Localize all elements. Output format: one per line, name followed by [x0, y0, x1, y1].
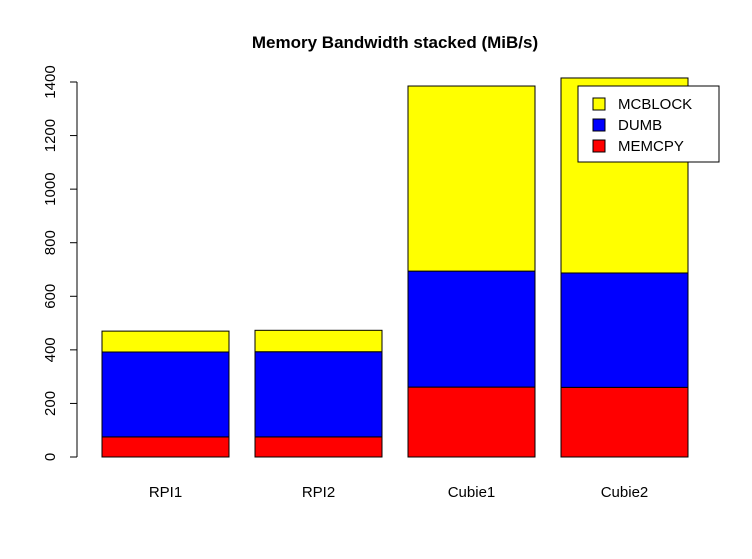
y-tick-label: 1400 — [42, 65, 59, 98]
y-tick-label: 800 — [42, 230, 59, 255]
legend-label: MCBLOCK — [618, 96, 692, 113]
legend-label: MEMCPY — [618, 138, 684, 155]
y-tick-label: 1200 — [42, 119, 59, 152]
y-tick-label: 1000 — [42, 172, 59, 205]
bar-segment — [560, 272, 689, 388]
legend-label: DUMB — [618, 117, 662, 134]
bar-segment — [407, 270, 536, 388]
x-tick-label: Cubie2 — [601, 484, 649, 501]
y-tick-label: 0 — [42, 453, 59, 461]
y-tick-label: 600 — [42, 284, 59, 309]
bar-segment — [101, 351, 230, 438]
y-tick-label: 200 — [42, 391, 59, 416]
chart-title: Memory Bandwidth stacked (MiB/s) — [252, 33, 538, 52]
bar-segment — [101, 330, 230, 353]
x-tick-label: RPI2 — [302, 484, 335, 501]
legend-swatch — [592, 118, 606, 132]
bar-segment — [101, 436, 230, 458]
bar-segment — [560, 386, 689, 458]
x-tick-label: RPI1 — [149, 484, 182, 501]
bar-segment — [407, 85, 536, 272]
bar-segment — [254, 436, 383, 458]
legend-swatch — [592, 139, 606, 153]
legend-swatch — [592, 97, 606, 111]
y-tick-label: 400 — [42, 337, 59, 362]
bar-segment — [407, 386, 536, 458]
bar-segment — [254, 329, 383, 353]
bar-segment — [254, 351, 383, 438]
x-tick-label: Cubie1 — [448, 484, 496, 501]
